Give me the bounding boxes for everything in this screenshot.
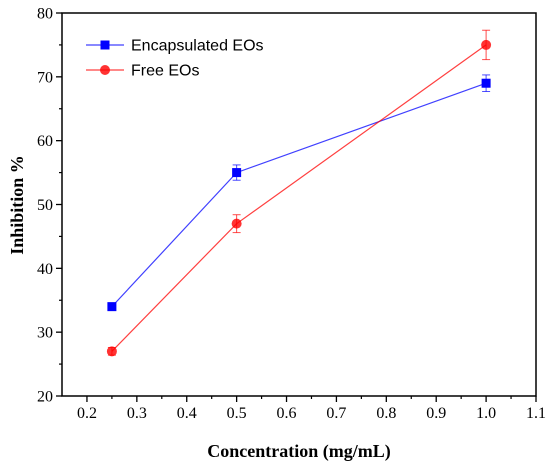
y-tick-label: 30 [37,325,53,342]
y-tick-label: 80 [37,6,53,23]
series-0 [107,74,491,312]
y-tick-label: 70 [37,69,53,86]
x-tick-label: 0.2 [77,405,97,422]
legend-label: Free EOs [131,63,199,80]
y-tick-label: 40 [37,261,53,278]
series-layer [106,29,492,357]
y-axis-title: Inhibition % [7,155,27,255]
data-point [231,218,242,229]
data-point [481,39,492,50]
y-tick-label: 60 [37,133,53,150]
x-tick-label: 1.1 [526,405,546,422]
x-tick-label: 0.5 [227,405,247,422]
legend: Encapsulated EOs Free EOs [86,38,264,80]
data-point [106,346,117,357]
series-line [111,82,487,308]
y-tick-label: 20 [37,389,53,406]
series-line [111,44,487,352]
y-tick-label: 50 [37,197,53,214]
x-tick-label: 0.9 [426,405,446,422]
series-1 [106,29,492,357]
data-point [107,302,117,312]
x-tick-label: 0.7 [326,405,346,422]
x-tick-label: 0.6 [277,405,297,422]
x-tick-label: 0.4 [177,405,197,422]
x-axis-title: Concentration (mg/mL) [207,441,390,462]
legend-marker [100,40,110,50]
x-tick-label: 0.3 [127,405,147,422]
data-point [232,168,242,178]
data-point [481,78,491,88]
legend-marker [100,65,110,75]
ticks-layer: 0.2 0.3 0.4 0.5 0.6 0.7 0.8 0.9 1.0 1.1 20 30 40 50 60… [37,6,546,423]
x-tick-label: 0.8 [376,405,396,422]
x-tick-label: 1.0 [476,405,496,422]
legend-label: Encapsulated EOs [131,38,264,55]
